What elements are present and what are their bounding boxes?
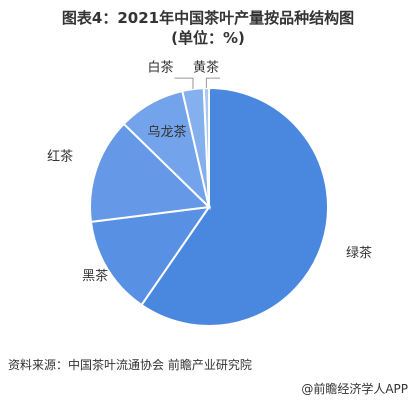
slice-label: 乌龙茶 [148, 124, 187, 140]
source-note: 资料来源：中国茶叶流通协会 前瞻产业研究院 [8, 358, 252, 372]
credit: @前瞻经济学人APP [301, 382, 408, 396]
slice-label: 白茶 [148, 60, 174, 76]
pie-slice [89, 122, 212, 224]
pie-slice [140, 86, 329, 327]
pie-slice [202, 86, 210, 208]
slice-label: 绿茶 [346, 245, 372, 261]
leader-line [174, 77, 194, 90]
pie-slice [89, 205, 212, 307]
slice-label: 黄茶 [193, 60, 219, 76]
slice-label: 红茶 [47, 149, 73, 165]
slice-label: 黑茶 [82, 268, 108, 284]
leader-line [205, 77, 220, 89]
chart-title: 图表4：2021年中国茶叶产量按品种结构图(单位：%) [61, 9, 355, 47]
